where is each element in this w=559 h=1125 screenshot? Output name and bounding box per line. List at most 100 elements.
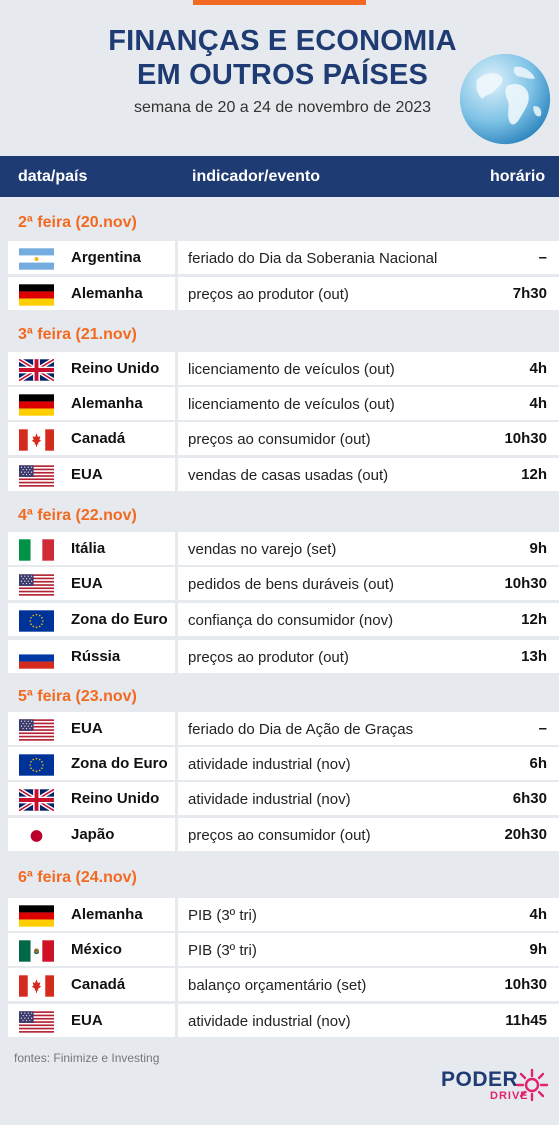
country-cell: EUA: [8, 712, 175, 745]
event-time: 4h: [529, 906, 547, 923]
table-row: Canadá balanço orçamentário (set) 10h30: [8, 968, 559, 1001]
event-name: balanço orçamentário (set): [188, 977, 367, 994]
event-cell: pedidos de bens duráveis (out) 10h30: [178, 567, 559, 600]
country-name: Alemanha: [71, 906, 143, 923]
header-indicator-event: indicador/evento: [192, 168, 321, 185]
globe-icon: [459, 53, 551, 145]
flag-usa-icon: [19, 719, 54, 741]
event-name: confiança do consumidor (nov): [188, 612, 394, 629]
day-header: 4ª feira (22.nov): [18, 507, 137, 524]
table-row: Alemanha PIB (3º tri) 4h: [8, 898, 559, 931]
event-cell: licenciamento de veículos (out) 4h: [178, 387, 559, 420]
country-name: Reino Unido: [71, 360, 160, 377]
flag-canada-icon: [19, 429, 54, 451]
event-time: 10h30: [504, 575, 547, 592]
poder-drive-logo: PODER DRIVE: [441, 1068, 551, 1108]
table-row: Zona do Euro atividade industrial (nov) 6h: [8, 747, 559, 780]
flag-germany-icon: [19, 905, 54, 927]
day-header: 6ª feira (24.nov): [18, 869, 137, 886]
event-name: preços ao consumidor (out): [188, 431, 371, 448]
country-cell: EUA: [8, 567, 175, 600]
event-cell: balanço orçamentário (set) 10h30: [178, 968, 559, 1001]
country-name: Zona do Euro: [71, 755, 168, 772]
country-name: EUA: [71, 575, 103, 592]
flag-usa-icon: [19, 574, 54, 596]
table-row: Rússia preços ao produtor (out) 13h: [8, 640, 559, 673]
country-name: Canadá: [71, 976, 126, 993]
country-cell: Alemanha: [8, 387, 175, 420]
event-cell: atividade industrial (nov) 6h30: [178, 782, 559, 815]
event-name: preços ao consumidor (out): [188, 827, 371, 844]
flag-germany-icon: [19, 284, 54, 306]
event-time: 10h30: [504, 430, 547, 447]
event-time: 6h30: [512, 790, 547, 807]
country-cell: EUA: [8, 1004, 175, 1037]
event-cell: preços ao produtor (out) 13h: [178, 640, 559, 673]
country-cell: Alemanha: [8, 277, 175, 310]
event-cell: PIB (3º tri) 4h: [178, 898, 559, 931]
event-time: 6h: [529, 755, 547, 772]
country-name: Alemanha: [71, 285, 143, 302]
event-name: licenciamento de veículos (out): [188, 361, 395, 378]
flag-eu-icon: [19, 610, 54, 632]
country-name: Rússia: [71, 648, 121, 665]
event-name: pedidos de bens duráveis (out): [188, 576, 394, 593]
event-cell: vendas no varejo (set) 9h: [178, 532, 559, 565]
event-cell: preços ao consumidor (out) 10h30: [178, 422, 559, 455]
country-cell: Itália: [8, 532, 175, 565]
country-cell: Reino Unido: [8, 782, 175, 815]
flag-usa-icon: [19, 1011, 54, 1033]
header-time: horário: [490, 168, 546, 185]
flag-mexico-icon: [19, 940, 54, 962]
event-time: 11h45: [505, 1012, 547, 1029]
table-row: Argentina feriado do Dia da Soberania Nac…: [8, 241, 559, 274]
logo-word: PODER: [441, 1068, 519, 1091]
table-row: EUA atividade industrial (nov) 11h45: [8, 1004, 559, 1037]
country-cell: Alemanha: [8, 898, 175, 931]
country-cell: México: [8, 933, 175, 966]
event-cell: vendas de casas usadas (out) 12h: [178, 458, 559, 491]
table-row: Reino Unido licenciamento de veículos (ou…: [8, 352, 559, 385]
event-name: preços ao produtor (out): [188, 286, 349, 303]
table-row: EUA vendas de casas usadas (out) 12h: [8, 458, 559, 491]
event-name: preços ao produtor (out): [188, 649, 349, 666]
country-name: EUA: [71, 1012, 103, 1029]
country-cell: Zona do Euro: [8, 747, 175, 780]
flag-canada-icon: [19, 975, 54, 997]
table-row: México PIB (3º tri) 9h: [8, 933, 559, 966]
flag-germany-icon: [19, 394, 54, 416]
table-row: Reino Unido atividade industrial (nov) 6h3…: [8, 782, 559, 815]
event-cell: feriado do Dia da Soberania Nacional –: [178, 241, 559, 274]
table-row: Alemanha licenciamento de veículos (out) 4…: [8, 387, 559, 420]
event-time: 13h: [521, 648, 547, 665]
flag-eu-icon: [19, 754, 54, 776]
flag-russia-icon: [19, 647, 54, 669]
table-row: Zona do Euro confiança do consumidor (nov…: [8, 603, 559, 636]
flag-uk-icon: [19, 789, 54, 811]
day-header: 5ª feira (23.nov): [18, 688, 137, 705]
country-name: Japão: [71, 826, 115, 843]
event-time: 9h: [529, 941, 547, 958]
table-row: Alemanha preços ao produtor (out) 7h30: [8, 277, 559, 310]
title-line-2: EM OUTROS PAÍSES: [136, 59, 429, 91]
event-name: feriado do Dia de Ação de Graças: [188, 721, 414, 738]
event-time: 7h30: [512, 285, 547, 302]
event-time: 20h30: [504, 826, 547, 843]
page-subtitle: semana de 20 a 24 de novembro de 2023: [133, 99, 432, 116]
country-name: Alemanha: [71, 395, 143, 412]
flag-argentina-icon: [19, 248, 54, 270]
event-cell: atividade industrial (nov) 6h: [178, 747, 559, 780]
header-date-country: data/país: [18, 168, 88, 185]
country-cell: Rússia: [8, 640, 175, 673]
top-accent-bar: [193, 0, 366, 5]
country-cell: Canadá: [8, 968, 175, 1001]
event-cell: feriado do Dia de Ação de Graças –: [178, 712, 559, 745]
flag-uk-icon: [19, 359, 54, 381]
event-time: 4h: [529, 395, 547, 412]
event-time: –: [538, 720, 547, 737]
table-row: Itália vendas no varejo (set) 9h: [8, 532, 559, 565]
event-time: 9h: [529, 540, 547, 557]
table-row: Japão preços ao consumidor (out) 20h30: [8, 818, 559, 851]
country-cell: Japão: [8, 818, 175, 851]
event-cell: preços ao consumidor (out) 20h30: [178, 818, 559, 851]
